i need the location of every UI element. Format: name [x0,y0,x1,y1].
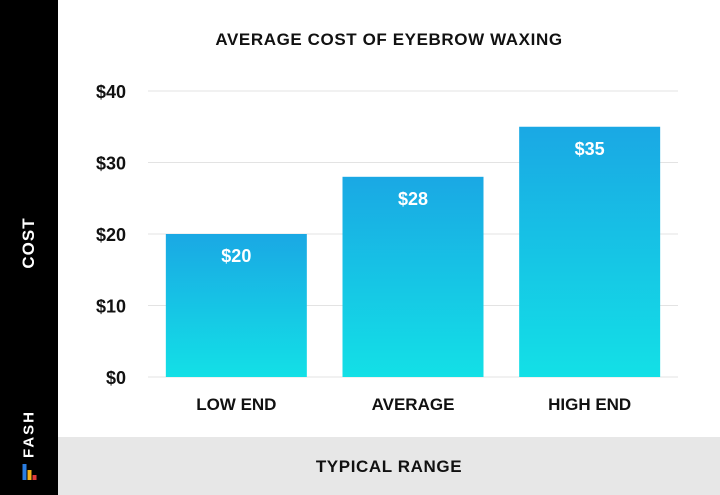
bar [165,234,307,377]
x-axis-band: TYPICAL RANGE [58,437,720,495]
data-label: $35 [575,139,605,159]
data-label: $28 [398,189,428,209]
data-labels: $20 $28 $35 [221,139,604,266]
brand: FASH [21,410,38,481]
x-tick-label: LOW END [196,395,276,414]
data-label: $20 [221,246,251,266]
y-tick-label: $10 [96,297,126,317]
bar [519,126,661,377]
x-axis-label: TYPICAL RANGE [315,457,463,476]
y-tick-label: $20 [96,225,126,245]
bar [342,176,484,377]
side-bar: COST FASH [0,0,58,495]
y-tick-label: $40 [96,82,126,102]
y-tick-label: $30 [96,154,126,174]
bars [165,126,661,377]
fash-logo-icon [22,464,36,481]
x-tick-labels: LOW END AVERAGE HIGH END [196,395,631,414]
x-tick-label: HIGH END [548,395,631,414]
y-tick-labels: $0 $10 $20 $30 $40 [96,82,126,388]
bar-chart: $0 $10 $20 $30 $40 $20 $28 $35 LOW END AVERAGE H… [96,82,678,414]
y-tick-label: $0 [106,368,126,388]
x-tick-label: AVERAGE [372,395,455,414]
chart-title: AVERAGE COST OF EYEBROW WAXING [215,30,563,49]
